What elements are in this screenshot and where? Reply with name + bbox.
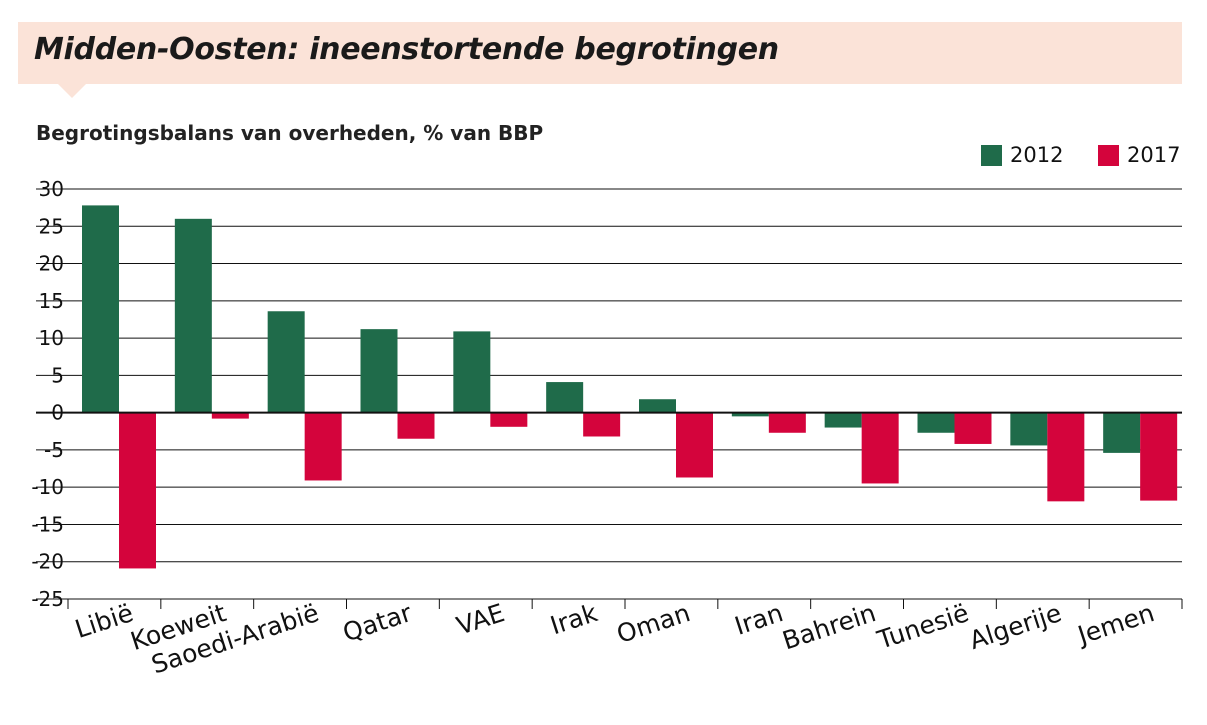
bar-2017 [954,412,992,444]
legend-swatch-2012 [981,144,1002,166]
x-category-label: Iran [731,598,786,641]
x-category-label: Jemen [1072,598,1157,650]
bar-2012 [1103,412,1141,453]
y-tick-label: -25 [31,587,64,611]
x-category-label: Irak [547,598,602,640]
chart-title: Midden-Oosten: ineenstortende begrotinge… [34,32,779,67]
bar-2012 [82,205,119,413]
y-tick-label: 25 [39,214,64,238]
legend-label-2017: 2017 [1127,143,1181,167]
bar-2017 [304,412,342,481]
bar-2017 [397,412,435,439]
bar-2012 [917,412,955,433]
y-tick-label: 5 [51,363,64,387]
bar-2017 [1047,412,1085,502]
bar-2012 [639,399,676,413]
bar-2012 [174,218,212,413]
x-category-label: Algerije [966,598,1065,655]
bar-2017 [490,412,528,427]
y-tick-label: 10 [39,326,64,350]
x-category-label: Qatar [339,598,416,648]
x-category-label: Tunesië [873,598,972,655]
bar-2012 [731,412,769,417]
y-tick-label: -20 [31,550,64,574]
x-category-label: Libië [72,598,137,644]
bar-2017 [861,412,899,484]
bar-2012 [546,382,584,413]
chart-subtitle: Begrotingsbalans van overheden, % van BB… [36,121,544,145]
bar-2012 [360,329,398,413]
y-tick-label: 20 [39,252,64,276]
y-tick-label: 15 [39,289,64,313]
x-category-label: VAE [453,598,508,641]
bar-2012 [267,311,305,413]
legend-label-2012: 2012 [1010,143,1064,167]
y-tick-label: -15 [31,512,64,536]
title-banner [18,22,1182,84]
x-category-label: Bahrein [779,598,879,655]
legend-item-2017: 2017 [1098,143,1180,167]
bar-2017 [119,412,156,569]
bar-2012 [453,331,491,413]
bar-2012 [1010,412,1048,446]
bar-2017 [583,412,621,437]
y-tick-label: -10 [31,475,64,499]
legend-item-2012: 2012 [981,143,1063,167]
bar-2017 [211,412,249,419]
y-tick-label: 30 [39,177,64,201]
legend-swatch-2017 [1098,144,1119,166]
bar-2017 [1140,412,1178,501]
bar-2017 [768,412,806,433]
title-banner-tail [58,84,86,98]
y-tick-label: -5 [44,438,64,462]
bar-2012 [824,412,862,428]
bar-2017 [676,412,713,478]
